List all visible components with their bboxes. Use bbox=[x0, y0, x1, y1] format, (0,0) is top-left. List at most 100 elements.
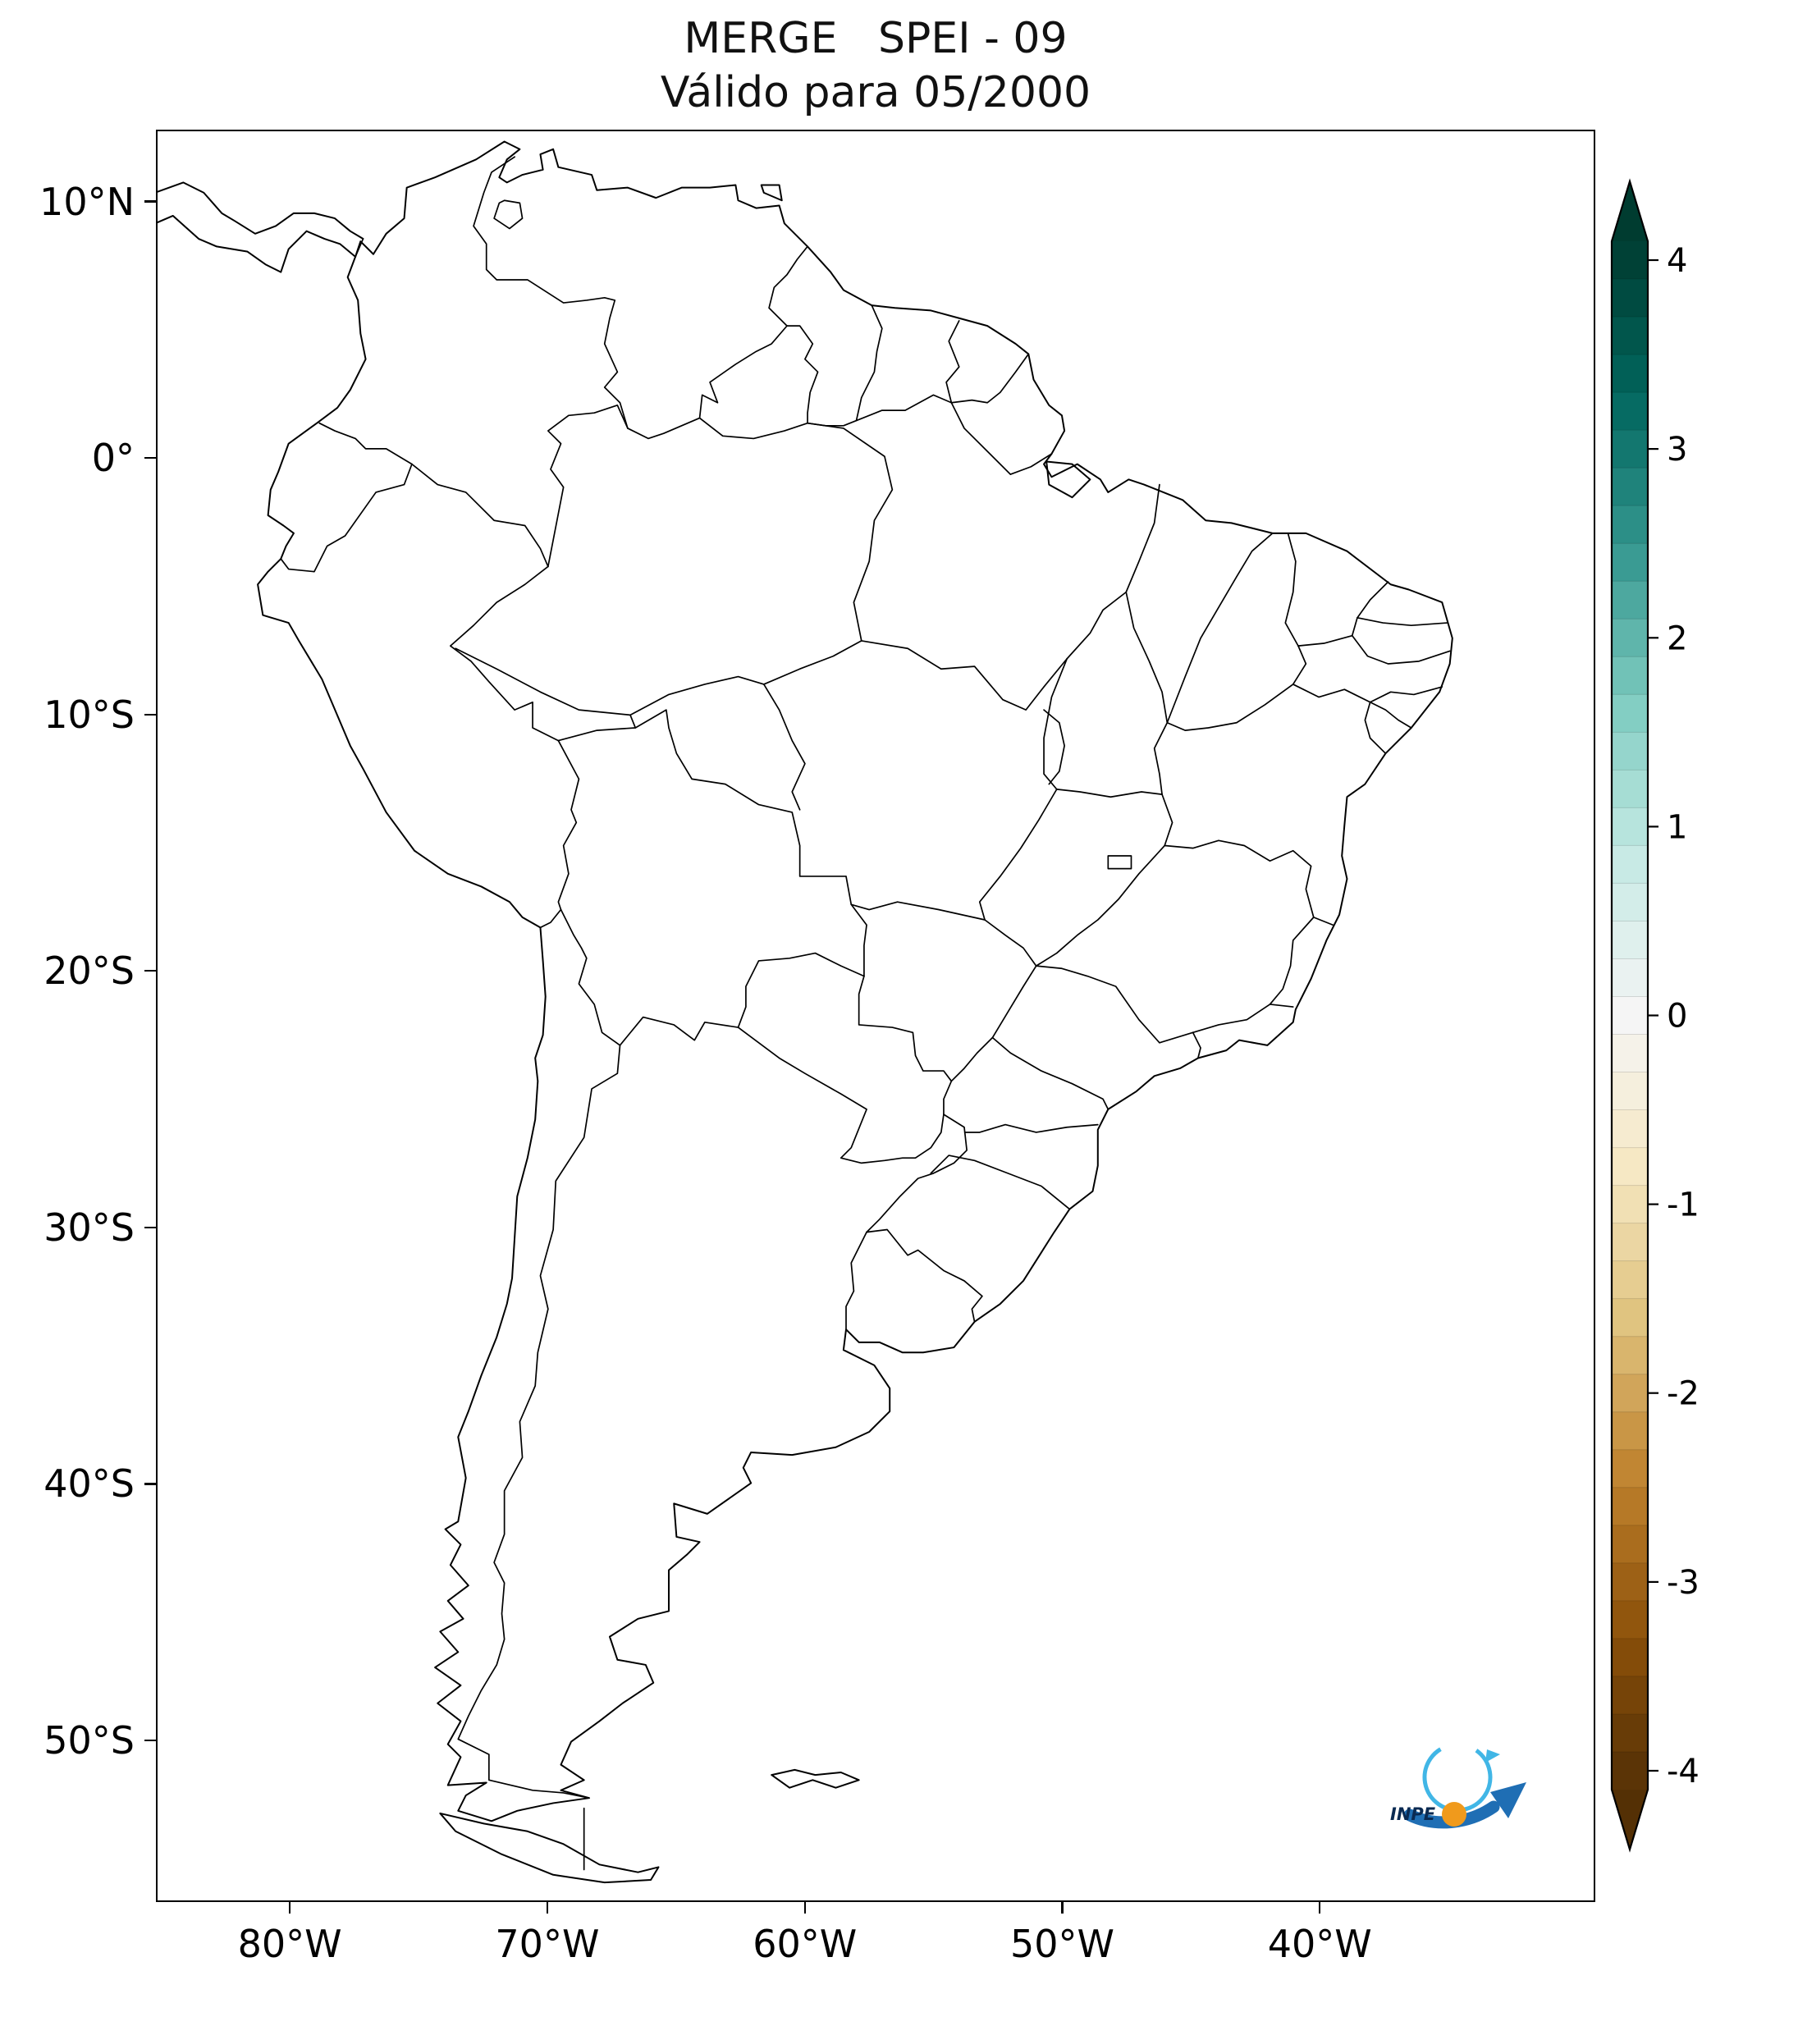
colorbar-segment bbox=[1612, 1109, 1648, 1149]
x-tick-label-2: 60°W bbox=[753, 1922, 858, 1966]
colorbar-segment bbox=[1612, 1034, 1648, 1073]
colorbar-segment bbox=[1612, 1072, 1648, 1111]
map-line-state-se-ba bbox=[1365, 702, 1385, 753]
x-tick-mark-0 bbox=[289, 1902, 291, 1914]
colorbar-extend-max bbox=[1612, 181, 1648, 241]
map-line-state-go-ms bbox=[985, 920, 1036, 966]
map-line-border-paraguay-brazil bbox=[859, 976, 952, 1114]
map-line-border-suriname-brazil bbox=[857, 395, 952, 420]
map-line-border-colombia-ecuador bbox=[319, 423, 412, 464]
map-line-state-ce-rn bbox=[1357, 582, 1389, 618]
colorbar-segment bbox=[1612, 279, 1648, 318]
colorbar-segment bbox=[1612, 1260, 1648, 1300]
colorbar-segment bbox=[1612, 1374, 1648, 1413]
colorbar-segment bbox=[1612, 1147, 1648, 1187]
colorbar-segment bbox=[1612, 1185, 1648, 1224]
map-line-border-argentina-brazil bbox=[867, 1114, 967, 1232]
map-line-state-rj-sp bbox=[1193, 1032, 1201, 1058]
map-line-state-mt-ms bbox=[851, 902, 985, 920]
colorbar-tick-label-4: 0 bbox=[1667, 998, 1687, 1036]
map-line-border-frguiana-brazil bbox=[951, 354, 1028, 402]
colorbar-segment bbox=[1612, 1298, 1648, 1338]
inpe-logo-arrowhead bbox=[1490, 1782, 1526, 1818]
x-tick-label-1: 70°W bbox=[495, 1922, 600, 1966]
map-line-trinidad bbox=[762, 185, 782, 201]
map-line-tierra-del-fuego bbox=[440, 1813, 658, 1882]
map-line-border-colombia-brazil bbox=[548, 405, 628, 567]
y-tick-label-6: 50°S bbox=[43, 1718, 135, 1763]
map-line-state-ma-pi bbox=[1167, 533, 1272, 723]
colorbar-segment bbox=[1612, 1336, 1648, 1375]
map-line-state-pa-ma bbox=[1126, 485, 1160, 592]
map-plot-area: INPE bbox=[156, 130, 1595, 1902]
map-line-state-ro-mt bbox=[764, 684, 805, 810]
map-line-border-bolivia-argentina bbox=[620, 1017, 739, 1045]
x-tick-mark-3 bbox=[1061, 1902, 1064, 1914]
colorbar-segment bbox=[1612, 921, 1648, 960]
map-line-state-pi-pe bbox=[1293, 646, 1306, 684]
colorbar-segment bbox=[1612, 1600, 1648, 1639]
map-line-state-go-ba bbox=[1162, 794, 1173, 845]
colorbar-segment bbox=[1612, 619, 1648, 657]
colorbar-segment bbox=[1612, 505, 1648, 544]
map-line-state-pe-al bbox=[1370, 687, 1443, 702]
map-line-state-sp-pr bbox=[992, 1038, 1108, 1109]
map-line-state-al-se bbox=[1370, 702, 1411, 728]
map-line-state-mg-go bbox=[1036, 846, 1165, 967]
colorbar: 4 3 2 1 0 -1 -2 -3 -4 bbox=[1600, 164, 1798, 1928]
map-line-border-bolivia-brazil bbox=[558, 710, 867, 976]
colorbar-tick-label-6: -2 bbox=[1667, 1375, 1700, 1413]
y-tick-label-3: 20°S bbox=[43, 949, 135, 994]
inpe-logo-swirl-arrowhead bbox=[1485, 1749, 1500, 1763]
map-line-state-am-mt bbox=[764, 641, 862, 684]
map-line-state-pa-to bbox=[1067, 592, 1126, 659]
map-line-state-mg-rj bbox=[1193, 1004, 1270, 1032]
colorbar-segment bbox=[1612, 317, 1648, 355]
x-tick-label-4: 40°W bbox=[1267, 1922, 1372, 1966]
y-tick-mark-3 bbox=[144, 970, 156, 972]
map-line-state-mt-go bbox=[980, 789, 1057, 920]
map-line-border-peru-brazil bbox=[451, 566, 558, 740]
map-line-border-bolivia-chile bbox=[561, 910, 620, 1045]
y-tick-label-1: 0° bbox=[91, 436, 135, 481]
inpe-logo-ball bbox=[1442, 1802, 1466, 1827]
map-line-border-venezuela-brazil bbox=[628, 326, 787, 438]
colorbar-segment bbox=[1612, 392, 1648, 431]
y-tick-label-0: 10°N bbox=[39, 179, 135, 224]
y-tick-mark-6 bbox=[144, 1739, 156, 1742]
y-tick-label-2: 10°S bbox=[43, 692, 135, 737]
colorbar-segment bbox=[1612, 354, 1648, 393]
map-line-border-argentina-paraguay bbox=[739, 1027, 944, 1163]
colorbar-tick-label-8: -4 bbox=[1667, 1753, 1700, 1790]
map-line-state-mg-ba bbox=[1164, 840, 1314, 917]
colorbar-gradient: 4 3 2 1 0 -1 -2 -3 -4 bbox=[1610, 178, 1700, 1853]
map-line-state-ac-ro bbox=[630, 715, 635, 728]
south-america-map bbox=[158, 131, 1594, 1900]
map-line-border-argentina-uruguay bbox=[846, 1232, 867, 1330]
map-line-state-ce-pe bbox=[1298, 636, 1352, 646]
map-line-border-peru-chile bbox=[540, 910, 560, 928]
map-line-state-to-ba bbox=[1155, 723, 1168, 794]
x-tick-label-3: 50°W bbox=[1009, 1922, 1114, 1966]
map-line-state-pe-ba bbox=[1293, 684, 1370, 702]
colorbar-segment bbox=[1612, 1223, 1648, 1262]
colorbar-segment bbox=[1612, 694, 1648, 733]
map-line-border-colombia-venezuela bbox=[474, 157, 628, 428]
colorbar-segment bbox=[1612, 883, 1648, 922]
colorbar-segment bbox=[1612, 1751, 1648, 1790]
y-tick-mark-4 bbox=[144, 1226, 156, 1228]
colorbar-tick-label-0: 4 bbox=[1667, 242, 1687, 280]
map-line-border-peru-bolivia bbox=[558, 741, 579, 910]
colorbar-segment bbox=[1612, 732, 1648, 771]
map-line-border-chile-argentina bbox=[458, 1045, 620, 1798]
colorbar-segment bbox=[1612, 1562, 1648, 1602]
inpe-logo: INPE bbox=[1390, 1742, 1526, 1829]
map-line-state-ms-sp bbox=[992, 966, 1036, 1037]
map-line-state-es-rj bbox=[1270, 1004, 1293, 1007]
map-line-state-pi-ce bbox=[1285, 533, 1298, 646]
colorbar-segment bbox=[1612, 1638, 1648, 1677]
map-line-border-bolivia-paraguay bbox=[739, 953, 864, 1027]
map-line-state-pi-ba bbox=[1167, 684, 1292, 730]
y-tick-mark-2 bbox=[144, 713, 156, 716]
